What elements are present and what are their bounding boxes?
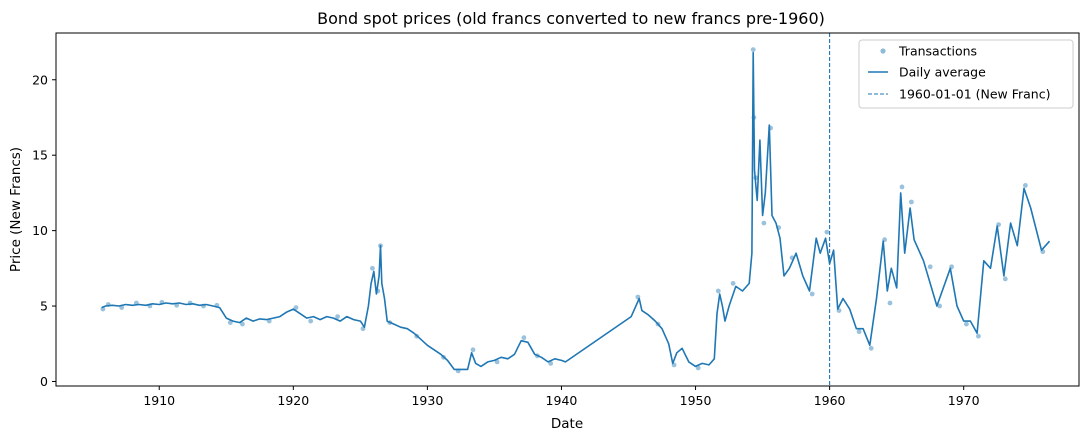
transaction-point <box>856 329 862 335</box>
transaction-point <box>750 47 756 52</box>
transaction-point <box>761 220 767 226</box>
transaction-point <box>887 300 893 306</box>
x-tick-label: 1960 <box>814 393 846 408</box>
transaction-point <box>899 184 905 190</box>
transaction-point <box>470 347 476 353</box>
plot-area <box>100 33 1051 386</box>
x-tick-label: 1940 <box>546 393 578 408</box>
transaction-point <box>927 264 933 270</box>
legend-label-daily-average: Daily average <box>899 65 986 80</box>
x-tick-label: 1930 <box>411 393 443 408</box>
transaction-point <box>240 321 245 327</box>
x-axis-title: Date <box>551 416 583 432</box>
transaction-point <box>1002 276 1008 282</box>
x-tick-label: 1970 <box>948 393 980 408</box>
transaction-point <box>293 305 299 310</box>
transaction-point <box>548 361 554 366</box>
legend-points-marker <box>880 48 886 54</box>
transaction-point <box>335 314 340 319</box>
transaction-point <box>695 365 701 371</box>
x-tick-label: 1910 <box>143 393 175 408</box>
legend-label-new-franc: 1960-01-01 (New Franc) <box>899 87 1050 102</box>
legend: Transactions Daily average 1960-01-01 (N… <box>858 39 1074 109</box>
transaction-point <box>909 199 914 205</box>
legend-box <box>858 39 1074 109</box>
y-axis-title: Price (New Francs) <box>8 147 24 272</box>
y-tick-label: 20 <box>32 72 48 87</box>
transaction-point <box>809 291 815 297</box>
transaction-point <box>824 229 830 235</box>
transaction-point <box>1023 183 1028 188</box>
transaction-point <box>715 288 721 294</box>
transaction-point <box>730 281 736 286</box>
transaction-point <box>308 318 314 324</box>
transaction-point <box>521 335 527 341</box>
transaction-point <box>937 303 942 309</box>
transaction-point <box>100 306 106 312</box>
transaction-point <box>370 265 375 271</box>
y-tick-label: 15 <box>32 148 48 163</box>
x-tick-label: 1950 <box>680 393 712 408</box>
chart-title: Bond spot prices (old francs converted t… <box>317 9 825 28</box>
transaction-point <box>494 359 500 365</box>
transaction-point <box>227 320 233 325</box>
y-tick-label: 5 <box>40 299 48 314</box>
legend-label-transactions: Transactions <box>898 44 977 59</box>
daily-average-line <box>101 51 1051 371</box>
plot-frame <box>55 32 1080 387</box>
transaction-point <box>868 345 874 351</box>
y-tick-label: 0 <box>40 374 48 389</box>
axis-ticks: 1910 1920 1930 1940 1950 1960 1970 0 5 10 15 20 <box>32 72 980 408</box>
y-tick-label: 10 <box>32 223 48 238</box>
transaction-point <box>976 333 981 339</box>
transaction-point <box>964 321 969 327</box>
x-tick-label: 1920 <box>277 393 309 408</box>
